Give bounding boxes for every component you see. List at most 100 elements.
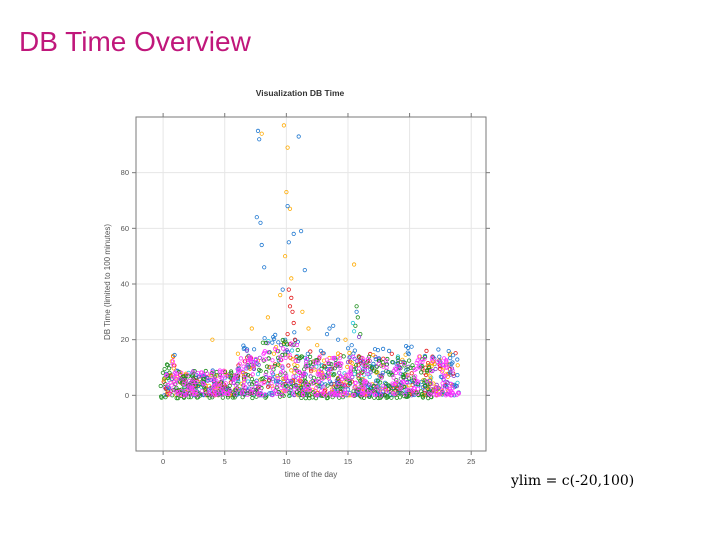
data-point: [193, 383, 198, 388]
data-point: [300, 309, 305, 314]
data-point: [413, 374, 418, 379]
data-point: [255, 128, 261, 133]
data-point: [248, 354, 253, 360]
data-point: [235, 351, 240, 356]
data-point: [324, 393, 330, 398]
data-point: [295, 353, 300, 359]
data-point: [249, 376, 254, 382]
data-point: [297, 379, 303, 384]
data-point: [352, 385, 357, 390]
data-point: [252, 390, 257, 395]
data-point: [374, 386, 379, 391]
data-point: [395, 354, 401, 359]
data-point: [311, 365, 316, 370]
data-point: [365, 371, 370, 377]
data-point: [392, 381, 397, 386]
data-point: [405, 373, 410, 378]
data-point: [415, 391, 420, 396]
data-point: [257, 355, 262, 360]
data-point: [276, 340, 281, 345]
data-point: [302, 370, 307, 376]
data-point: [324, 331, 330, 337]
data-point: [406, 387, 411, 392]
data-point: [369, 365, 374, 370]
data-point: [334, 390, 340, 396]
data-point: [229, 369, 234, 374]
data-point: [384, 389, 389, 394]
data-point: [289, 295, 294, 300]
data-point: [417, 365, 422, 370]
data-point: [312, 378, 318, 384]
y-tick-label: 60: [121, 224, 129, 233]
data-point: [436, 347, 441, 352]
data-point: [164, 362, 170, 367]
data-point: [351, 329, 357, 334]
data-point: [218, 388, 223, 394]
data-point: [190, 372, 195, 377]
data-point: [236, 366, 241, 371]
data-point: [261, 381, 266, 386]
data-point: [427, 390, 432, 395]
data-point: [286, 386, 292, 391]
x-tick-label: 20: [405, 457, 413, 466]
data-point: [410, 389, 416, 394]
data-point: [265, 315, 270, 320]
data-point: [214, 378, 219, 383]
data-point: [303, 379, 308, 384]
data-point: [324, 357, 330, 362]
data-point: [438, 374, 443, 379]
data-point: [275, 373, 280, 379]
data-point: [345, 359, 351, 365]
data-point: [378, 388, 383, 393]
data-point: [169, 388, 175, 393]
data-point: [360, 355, 365, 361]
data-point: [243, 373, 248, 378]
data-point: [448, 355, 453, 361]
data-point: [450, 360, 455, 365]
data-point: [256, 392, 261, 397]
data-point: [279, 385, 284, 390]
data-point: [306, 326, 311, 331]
data-point: [371, 352, 376, 358]
data-point: [383, 358, 388, 363]
data-point: [318, 388, 324, 394]
data-point: [382, 386, 387, 391]
data-point: [308, 369, 314, 374]
data-point: [173, 370, 178, 375]
data-point: [422, 356, 427, 361]
data-point: [356, 334, 362, 339]
data-point: [425, 360, 431, 366]
data-point: [270, 384, 275, 389]
data-point: [304, 356, 309, 362]
data-point: [352, 348, 357, 353]
data-point: [296, 370, 301, 375]
data-point: [315, 343, 320, 348]
data-point: [367, 382, 372, 387]
data-point: [271, 351, 276, 356]
data-point: [243, 375, 248, 380]
data-point: [250, 386, 255, 392]
data-point: [347, 369, 352, 375]
data-point: [401, 384, 406, 389]
data-point: [254, 394, 259, 399]
data-point: [244, 348, 249, 353]
data-point: [343, 337, 348, 342]
data-point: [169, 383, 174, 388]
data-point: [262, 349, 267, 354]
data-point: [455, 357, 460, 362]
data-point: [307, 393, 312, 398]
data-point: [282, 388, 287, 393]
data-point: [296, 134, 301, 139]
data-point: [367, 390, 372, 395]
data-point: [440, 390, 445, 395]
data-point: [291, 320, 296, 326]
data-point: [179, 370, 184, 375]
data-point: [269, 365, 274, 370]
data-point: [355, 315, 360, 320]
data-point: [375, 347, 381, 353]
data-point: [317, 380, 322, 385]
data-point: [338, 361, 344, 366]
data-point: [254, 360, 259, 365]
data-point: [380, 370, 385, 375]
data-point: [345, 346, 351, 351]
